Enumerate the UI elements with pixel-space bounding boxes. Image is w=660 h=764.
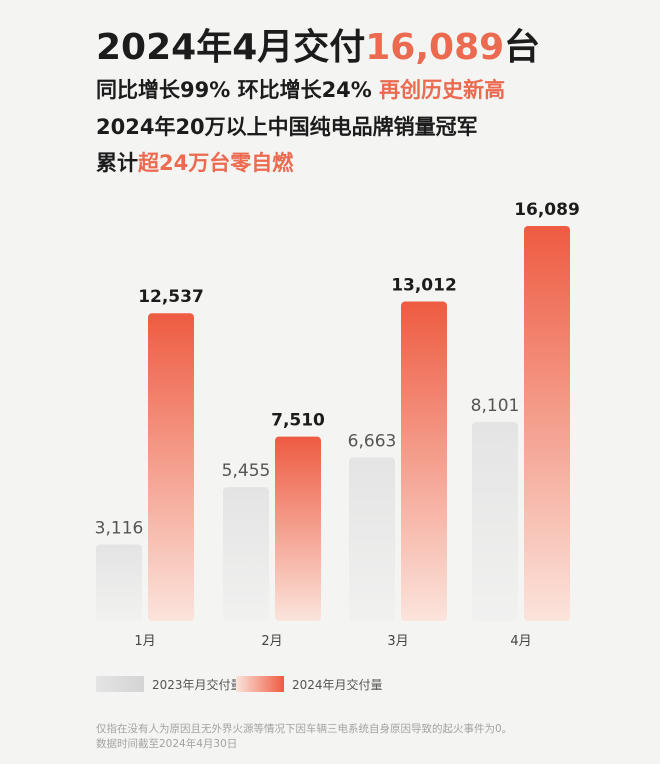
legend-swatch-2024 (236, 676, 284, 692)
data-label-2023-4: 8,101 (471, 396, 520, 416)
safety-prefix: 累计 (96, 151, 138, 175)
record-highlight: 再创历史新高 (379, 78, 506, 102)
footnote-line-2: 数据时间截至2024年4月30日 (96, 738, 238, 750)
x-tick-label-4: 4月 (510, 634, 531, 649)
x-tick-label-3: 3月 (387, 634, 408, 649)
bar-2023-3 (349, 457, 395, 621)
legend-label-2024: 2024年月交付量 (292, 677, 383, 692)
bar-2024-1 (148, 313, 194, 621)
data-label-2024-3: 13,012 (391, 276, 457, 296)
data-label-2024-4: 16,089 (514, 200, 580, 220)
growth-text: 同比增长99% 环比增长24% (96, 78, 380, 102)
growth-line: 同比增长99% 环比增长24% 再创历史新高 (96, 74, 505, 104)
bar-2023-4 (472, 422, 518, 621)
x-tick-label-2: 2月 (261, 634, 282, 649)
safety-highlight: 超24万台零自燃 (138, 151, 294, 175)
bar-2024-4 (524, 226, 570, 621)
data-label-2023-3: 6,663 (348, 431, 397, 451)
data-label-2023-2: 5,455 (222, 461, 271, 481)
legend-item-2024: 2024年月交付量 (236, 674, 383, 694)
sales-champion-line: 2024年20万以上中国纯电品牌销量冠军 (96, 115, 478, 139)
bar-2024-3 (401, 301, 447, 621)
title-prefix: 2024年4月交付 (96, 27, 366, 68)
title-suffix: 台 (504, 27, 541, 68)
x-tick-label-1: 1月 (134, 634, 155, 649)
legend-swatch-2023 (96, 676, 144, 692)
bar-2023-1 (96, 544, 142, 621)
bar-2023-2 (223, 487, 269, 621)
title-delivery-number: 16,089 (365, 27, 505, 68)
data-label-2024-1: 12,537 (138, 287, 204, 307)
legend-item-2023: 2023年月交付量 (96, 674, 243, 694)
footnote-line-1: 仅指在没有人为原因且无外界火源等情况下因车辆三电系统自身原因导致的起火事件为0。 (96, 723, 513, 735)
page-title: 2024年4月交付16,089台 (96, 18, 540, 70)
data-label-2024-2: 7,510 (271, 411, 325, 431)
safety-line: 累计超24万台零自燃 (96, 147, 293, 177)
footnote: 仅指在没有人为原因且无外界火源等情况下因车辆三电系统自身原因导致的起火事件为0。… (96, 722, 512, 752)
data-label-2023-1: 3,116 (95, 518, 144, 538)
legend-label-2023: 2023年月交付量 (152, 677, 243, 692)
bar-2024-2 (275, 436, 321, 621)
